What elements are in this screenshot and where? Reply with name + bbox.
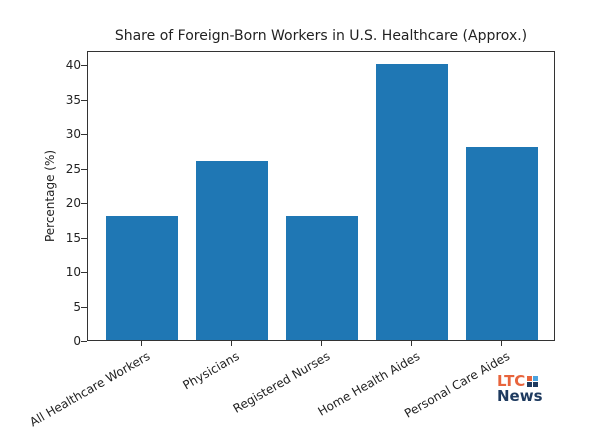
y-axis-title: Percentage (%) xyxy=(43,149,57,243)
x-tick xyxy=(141,341,142,346)
y-tick-label: 35 xyxy=(65,92,81,107)
y-tick-label: 40 xyxy=(65,58,81,72)
y-tick xyxy=(81,65,87,66)
y-tick xyxy=(81,272,87,273)
bar xyxy=(286,215,358,340)
y-tick-label: 20 xyxy=(65,196,81,210)
bar xyxy=(466,146,538,340)
y-tick xyxy=(81,306,87,308)
bar xyxy=(106,215,178,340)
chart-title: Share of Foreign-Born Workers in U.S. He… xyxy=(114,28,528,44)
x-tick xyxy=(231,341,232,346)
y-tick xyxy=(81,99,87,101)
logo-squares-icon xyxy=(527,376,539,387)
x-tick-label: Physicians xyxy=(180,349,242,393)
x-tick xyxy=(411,341,412,346)
y-tick xyxy=(81,341,87,342)
y-tick-label: 5 xyxy=(73,299,81,314)
ltc-news-logo: LTC News xyxy=(497,374,543,404)
bar xyxy=(196,160,268,340)
x-tick xyxy=(501,341,502,346)
y-tick-label: 25 xyxy=(65,161,81,176)
y-tick-label: 30 xyxy=(65,127,81,141)
y-tick xyxy=(81,203,87,204)
y-tick-label: 0 xyxy=(73,334,81,348)
y-tick xyxy=(81,237,87,239)
y-tick-label: 15 xyxy=(65,230,81,245)
y-tick-label: 10 xyxy=(65,265,81,279)
logo-text-ltc: LTC xyxy=(497,372,526,390)
logo-text-news: News xyxy=(497,387,543,405)
y-tick xyxy=(81,168,87,170)
plot-area xyxy=(87,51,555,341)
bar xyxy=(376,64,448,340)
x-tick xyxy=(321,341,322,346)
x-tick-label: All Healthcare Workers xyxy=(27,349,153,430)
y-tick xyxy=(81,134,87,135)
